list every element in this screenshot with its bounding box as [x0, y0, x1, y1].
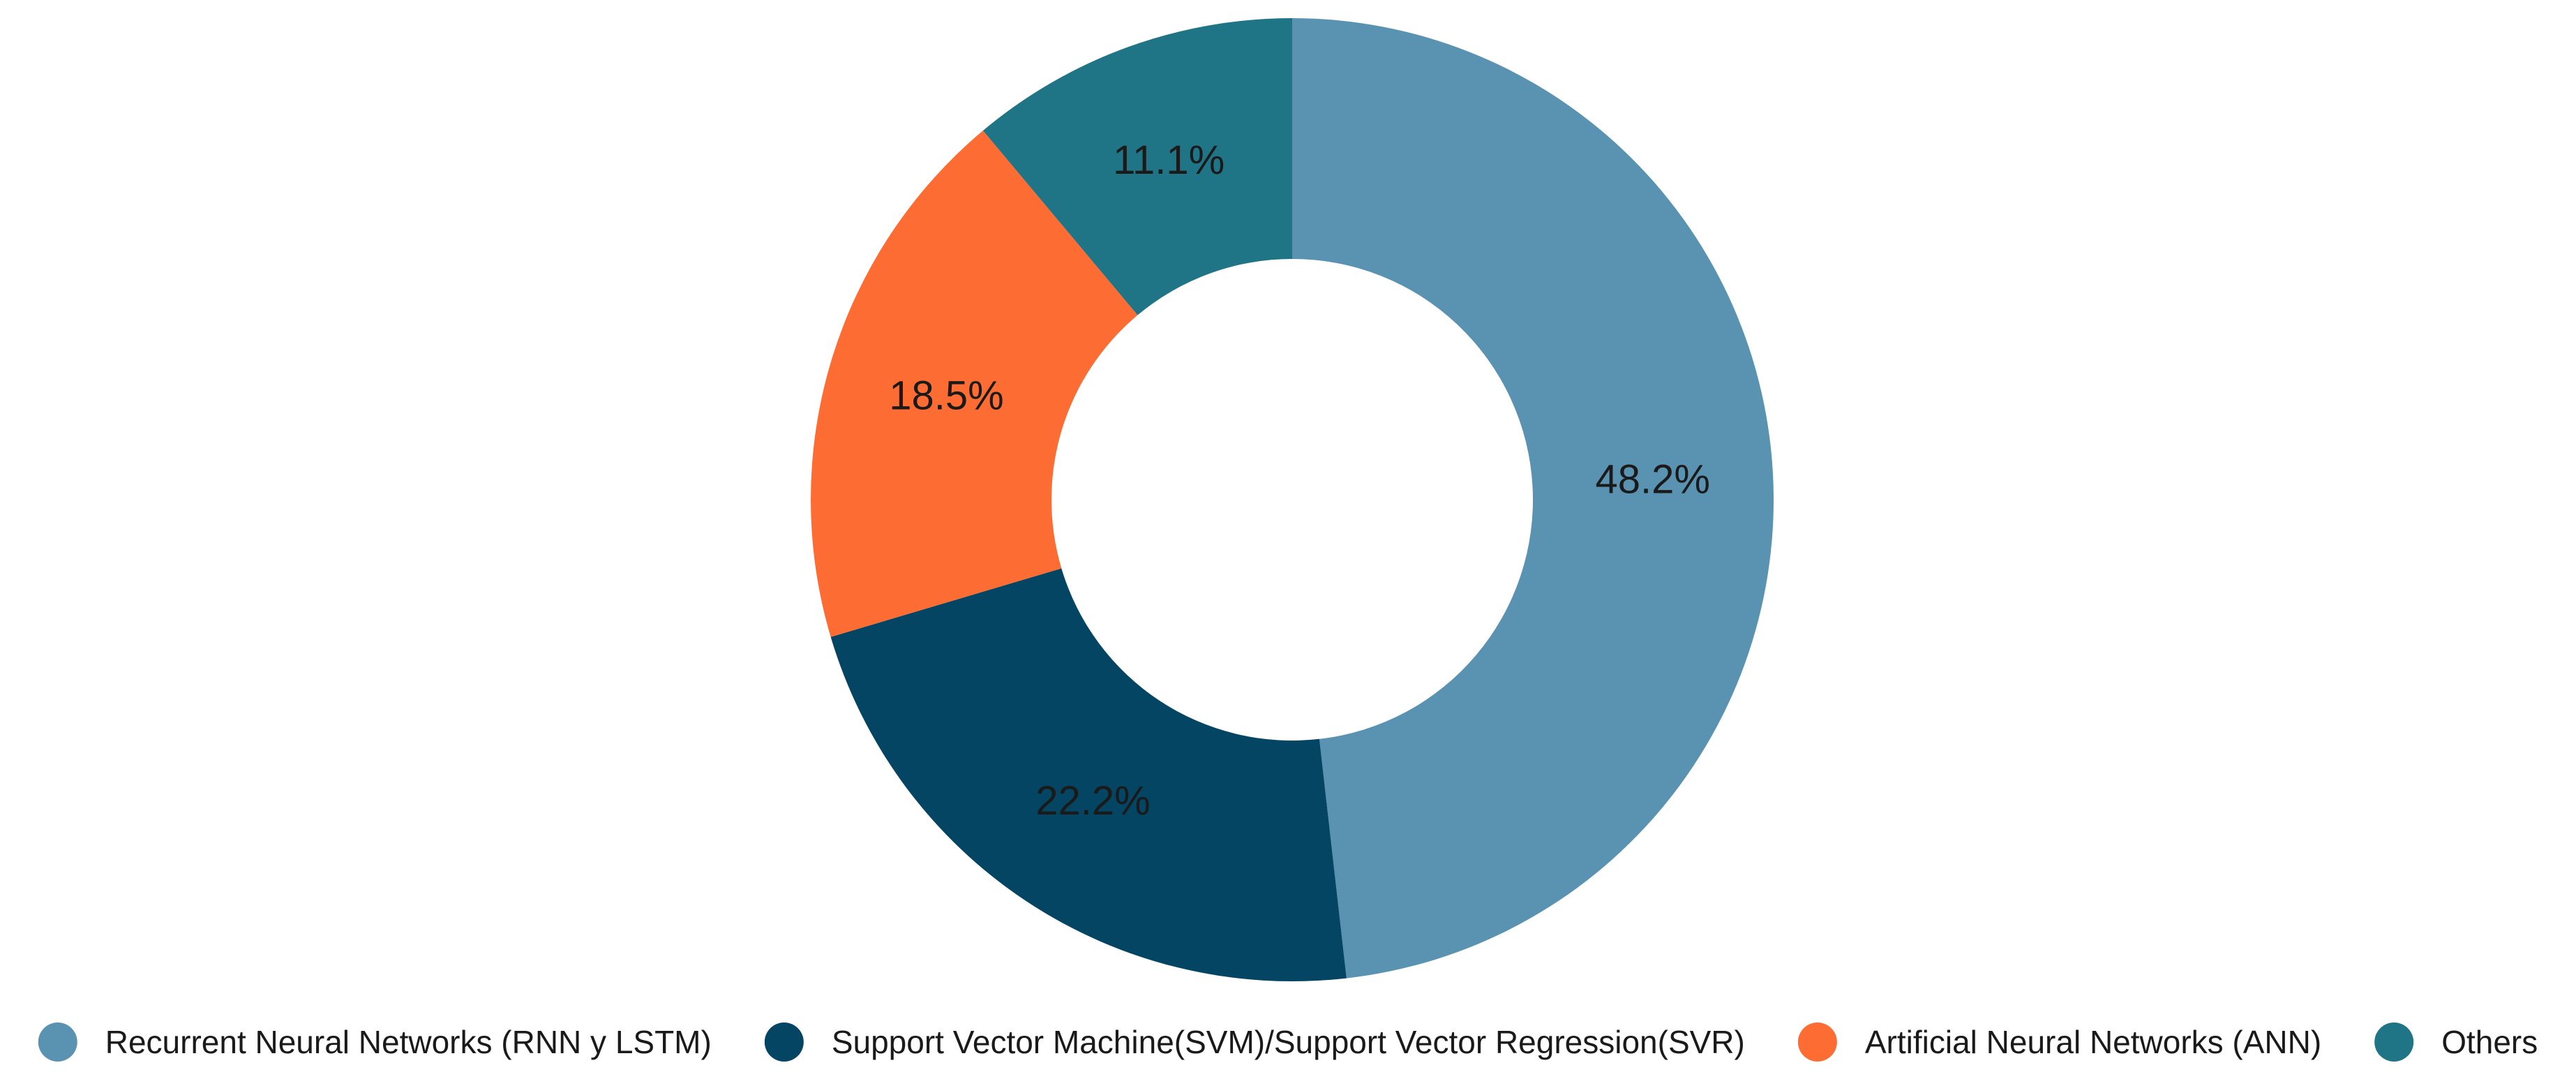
slice-label-artificial-neural-networks-ann: 18.5% [889, 373, 1003, 418]
slice-support-vector-machine-svm-support-vector-regression-svr [830, 568, 1347, 981]
legend-item-support-vector-machine-svm-support-vector-regression-svr: Support Vector Machine(SVM)/Support Vect… [764, 1022, 1745, 1062]
slice-recurrent-neural-networks-rnn-y-lstm [1292, 18, 1774, 979]
legend-marker [764, 1022, 804, 1062]
slice-artificial-neural-networks-ann [810, 131, 1138, 637]
legend-item-recurrent-neural-networks-rnn-y-lstm: Recurrent Neural Networks (RNN y LSTM) [38, 1022, 712, 1062]
legend-item-artificial-neural-networks-ann: Artificial Neural Networks (ANN) [1797, 1022, 2321, 1062]
slice-label-support-vector-machine-svm-support-vector-regression-svr: 22.2% [1035, 778, 1150, 824]
legend-marker [38, 1022, 77, 1062]
legend: Recurrent Neural Networks (RNN y LSTM) Su… [38, 1022, 2538, 1062]
legend-marker [1797, 1022, 1837, 1062]
legend-marker [2374, 1022, 2414, 1062]
slice-label-recurrent-neural-networks-rnn-y-lstm: 48.2% [1595, 456, 1709, 502]
legend-label: Others [2441, 1024, 2538, 1060]
legend-label: Artificial Neural Networks (ANN) [1865, 1024, 2321, 1060]
legend-label: Support Vector Machine(SVM)/Support Vect… [832, 1024, 1745, 1060]
donut-slices [810, 18, 1774, 981]
legend-item-others: Others [2374, 1022, 2538, 1062]
slice-others [982, 18, 1292, 315]
legend-label: Recurrent Neural Networks (RNN y LSTM) [105, 1024, 712, 1060]
slice-labels: 48.2% 22.2% 18.5% 11.1% [889, 137, 1710, 824]
slice-label-others: 11.1% [1113, 137, 1225, 183]
